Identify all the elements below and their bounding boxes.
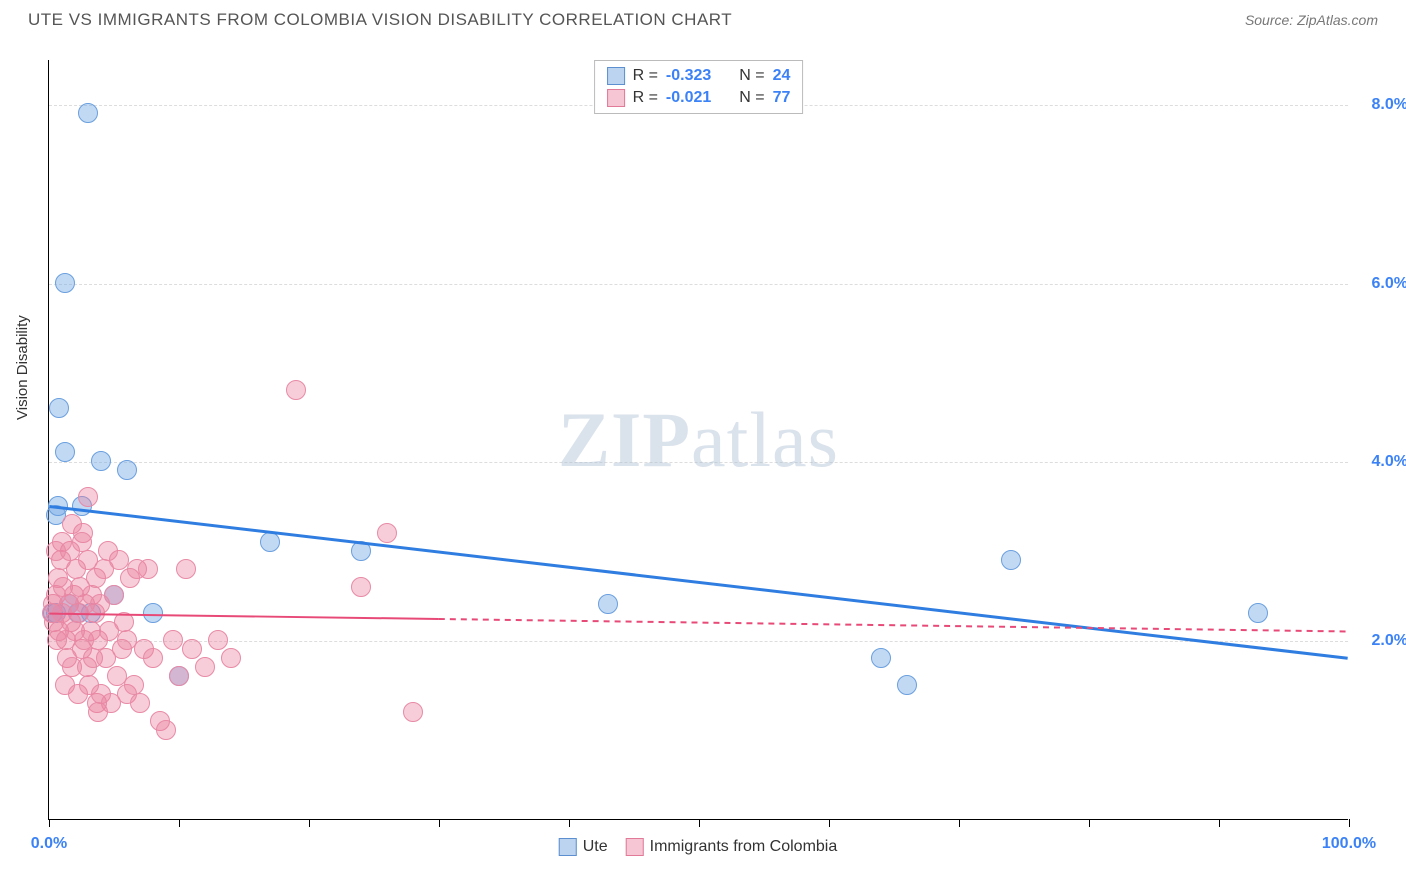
data-point [130,693,150,713]
legend-row: R = -0.323N = 24 [607,65,791,87]
data-point [195,657,215,677]
data-point [88,702,108,722]
x-tick [829,819,830,827]
data-point [163,630,183,650]
data-point [403,702,423,722]
y-tick-label: 6.0% [1372,275,1406,293]
data-point [182,639,202,659]
data-point [62,514,82,534]
data-point [91,451,111,471]
correlation-legend: R = -0.323N = 24R = -0.021N = 77 [594,60,804,114]
legend-swatch [607,67,625,85]
legend-swatch [559,838,577,856]
data-point [55,273,75,293]
x-tick [179,819,180,827]
legend-swatch [607,89,625,107]
grid-line [49,462,1348,463]
data-point [176,559,196,579]
data-point [117,630,137,650]
x-tick [49,819,50,827]
data-point [871,648,891,668]
x-tick-label: 0.0% [31,835,67,853]
data-point [260,532,280,552]
grid-line [49,641,1348,642]
data-point [138,559,158,579]
grid-line [49,284,1348,285]
chart-title: UTE VS IMMIGRANTS FROM COLOMBIA VISION D… [28,10,732,30]
data-point [78,550,98,570]
source-attribution: Source: ZipAtlas.com [1245,12,1378,28]
data-point [143,648,163,668]
data-point [351,577,371,597]
data-point [351,541,371,561]
legend-swatch [626,838,644,856]
chart-area: ZIPatlas R = -0.323N = 24R = -0.021N = 7… [48,60,1348,820]
x-tick [1349,819,1350,827]
x-tick [439,819,440,827]
y-tick-label: 2.0% [1372,632,1406,650]
data-point [169,666,189,686]
legend-item: Immigrants from Colombia [626,838,838,856]
data-point [286,380,306,400]
x-tick [1089,819,1090,827]
legend-label: Ute [583,838,608,856]
y-tick-label: 8.0% [1372,96,1406,114]
data-point [117,460,137,480]
watermark-text: ZIPatlas [558,395,839,485]
data-point [221,648,241,668]
y-axis-label: Vision Disability [14,315,31,420]
data-point [1001,550,1021,570]
x-tick [309,819,310,827]
data-point [377,523,397,543]
y-tick-label: 4.0% [1372,453,1406,471]
x-tick [959,819,960,827]
data-point [208,630,228,650]
data-point [156,720,176,740]
data-point [104,585,124,605]
x-tick-label: 100.0% [1322,835,1376,853]
data-point [46,541,66,561]
data-point [598,594,618,614]
data-point [98,541,118,561]
x-tick [569,819,570,827]
legend-label: Immigrants from Colombia [650,838,838,856]
x-tick [699,819,700,827]
data-point [897,675,917,695]
data-point [55,442,75,462]
x-tick [1219,819,1220,827]
series-legend: Ute Immigrants from Colombia [559,838,838,856]
data-point [1248,603,1268,623]
legend-item: Ute [559,838,608,856]
data-point [48,496,68,516]
data-point [78,103,98,123]
data-point [49,398,69,418]
legend-row: R = -0.021N = 77 [607,87,791,109]
data-point [143,603,163,623]
data-point [78,487,98,507]
trend-lines [49,60,1348,819]
data-point [114,612,134,632]
